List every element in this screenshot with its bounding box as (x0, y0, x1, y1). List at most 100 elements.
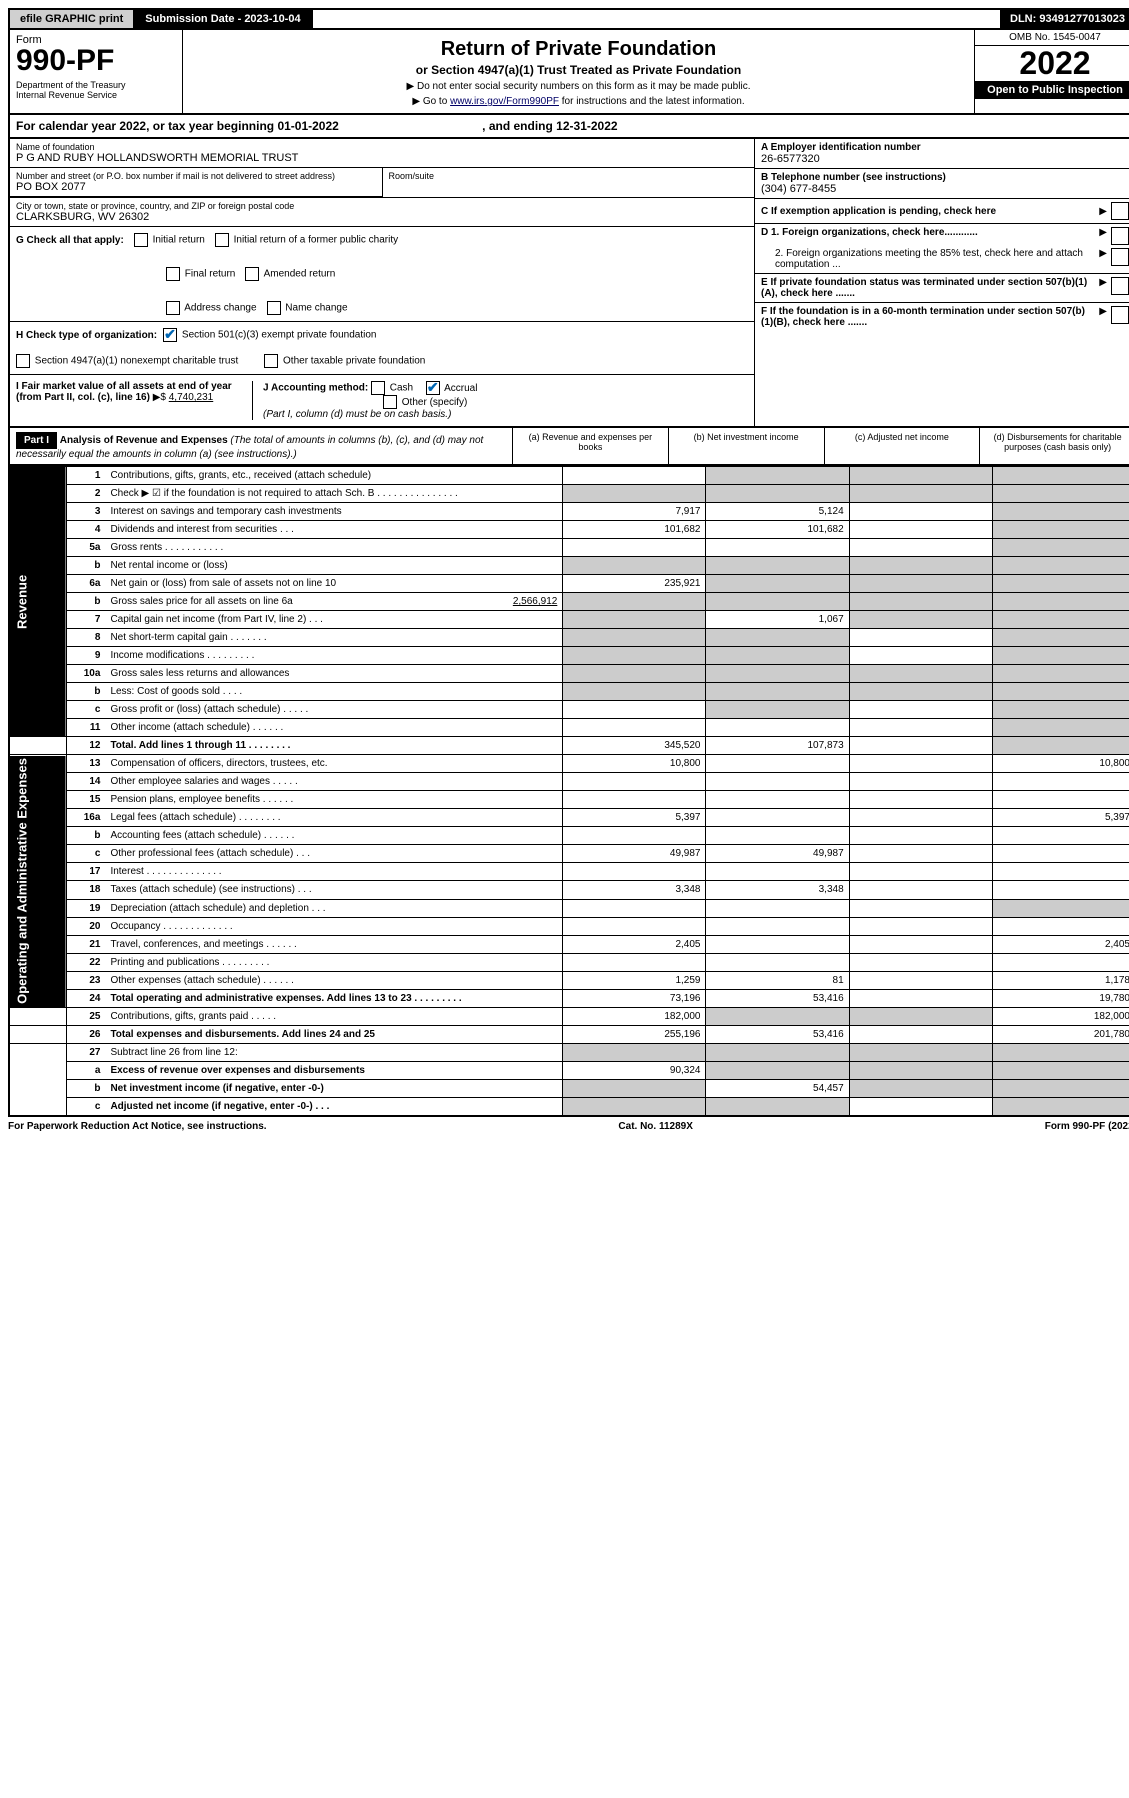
note-link: ▶ Go to www.irs.gov/Form990PF for instru… (189, 96, 968, 107)
l24-d: 19,780 (992, 989, 1129, 1007)
j-label: J Accounting method: (263, 383, 368, 394)
cb-other-method[interactable] (383, 395, 397, 409)
cb-name-change[interactable] (267, 301, 281, 315)
l23-b: 81 (706, 971, 849, 989)
line-5b: Net rental income or (loss) (105, 557, 562, 575)
omb-number: OMB No. 1545-0047 (975, 30, 1129, 46)
g-label: G Check all that apply: (16, 235, 124, 246)
l23-d: 1,178 (992, 971, 1129, 989)
l25-a: 182,000 (563, 1007, 706, 1025)
line-23: Other expenses (attach schedule) . . . .… (105, 971, 562, 989)
d1-label: D 1. Foreign organizations, check here..… (761, 227, 1095, 245)
line-15: Pension plans, employee benefits . . . .… (105, 791, 562, 809)
l13-a: 10,800 (563, 755, 706, 773)
l4-b: 101,682 (706, 521, 849, 539)
j-cash: Cash (390, 383, 413, 394)
cb-d2[interactable] (1111, 248, 1129, 266)
cal-end: , and ending 12-31-2022 (482, 119, 617, 133)
cb-addr-change[interactable] (166, 301, 180, 315)
line-1: Contributions, gifts, grants, etc., rece… (105, 467, 562, 485)
opt-amended: Amended return (264, 269, 336, 280)
line-5a: Gross rents . . . . . . . . . . . (105, 539, 562, 557)
cb-e[interactable] (1111, 277, 1129, 295)
cb-cash[interactable] (371, 381, 385, 395)
line-25: Contributions, gifts, grants paid . . . … (105, 1007, 562, 1025)
line-16a: Legal fees (attach schedule) . . . . . .… (105, 809, 562, 827)
cb-c[interactable] (1111, 202, 1129, 220)
cb-initial-former[interactable] (215, 233, 229, 247)
l6b-val: 2,566,912 (513, 596, 558, 607)
line-10b: Less: Cost of goods sold . . . . (105, 683, 562, 701)
footer-center: Cat. No. 11289X (618, 1121, 692, 1132)
dept-treasury: Department of the Treasury Internal Reve… (16, 80, 176, 100)
j-note: (Part I, column (d) must be on cash basi… (263, 409, 451, 420)
cb-4947[interactable] (16, 354, 30, 368)
cb-accrual[interactable] (426, 381, 440, 395)
line-16b: Accounting fees (attach schedule) . . . … (105, 827, 562, 845)
line-6b: Gross sales price for all assets on line… (105, 593, 562, 611)
line-10a: Gross sales less returns and allowances (105, 665, 562, 683)
l26-a: 255,196 (563, 1025, 706, 1043)
opt-former: Initial return of a former public charit… (234, 235, 399, 246)
l3-b: 5,124 (706, 503, 849, 521)
cal-begin: For calendar year 2022, or tax year begi… (16, 119, 339, 133)
irs-link[interactable]: www.irs.gov/Form990PF (450, 96, 559, 107)
line-19: Depreciation (attach schedule) and deple… (105, 899, 562, 917)
tax-year: 2022 (975, 46, 1129, 81)
cb-other-taxable[interactable] (264, 354, 278, 368)
section-h: H Check type of organization: Section 50… (10, 322, 754, 375)
line-3: Interest on savings and temporary cash i… (105, 503, 562, 521)
opt-addrchg: Address change (184, 303, 256, 314)
room-label: Room/suite (389, 171, 749, 181)
sidelabel-revenue: Revenue (9, 467, 66, 737)
cb-f[interactable] (1111, 306, 1129, 324)
line-16c: Other professional fees (attach schedule… (105, 845, 562, 863)
f-label: F If the foundation is in a 60-month ter… (761, 306, 1095, 328)
c-label: C If exemption application is pending, c… (761, 206, 1095, 217)
line-9: Income modifications . . . . . . . . . (105, 647, 562, 665)
line-27c: Adjusted net income (if negative, enter … (105, 1097, 562, 1116)
section-g: G Check all that apply: Initial return I… (10, 227, 754, 322)
cb-final-return[interactable] (166, 267, 180, 281)
line-21: Travel, conferences, and meetings . . . … (105, 935, 562, 953)
entity-info: Name of foundation P G AND RUBY HOLLANDS… (8, 139, 1129, 428)
footer-left: For Paperwork Reduction Act Notice, see … (8, 1121, 267, 1132)
l26-b: 53,416 (706, 1025, 849, 1043)
cb-501c3[interactable] (163, 328, 177, 342)
l23-a: 1,259 (563, 971, 706, 989)
j-other: Other (specify) (402, 397, 468, 408)
name-label: Name of foundation (16, 142, 748, 152)
part1-table: Revenue 1Contributions, gifts, grants, e… (8, 466, 1129, 1117)
foundation-addr: PO BOX 2077 (16, 181, 376, 193)
section-ij: I Fair market value of all assets at end… (10, 375, 754, 426)
col-b-hdr: (b) Net investment income (669, 428, 825, 464)
ein-label: A Employer identification number (761, 142, 1129, 153)
dln: DLN: 93491277013023 (1000, 10, 1129, 28)
l16a-d: 5,397 (992, 809, 1129, 827)
l16c-a: 49,987 (563, 845, 706, 863)
line-8: Net short-term capital gain . . . . . . … (105, 629, 562, 647)
col-a-hdr: (a) Revenue and expenses per books (513, 428, 669, 464)
line-18: Taxes (attach schedule) (see instruction… (105, 881, 562, 899)
line-26: Total expenses and disbursements. Add li… (105, 1025, 562, 1043)
l21-d: 2,405 (992, 935, 1129, 953)
l27a-a: 90,324 (563, 1061, 706, 1079)
calendar-year-row: For calendar year 2022, or tax year begi… (8, 115, 1129, 139)
h3-label: Other taxable private foundation (283, 356, 425, 367)
cb-initial-return[interactable] (134, 233, 148, 247)
l12-a: 345,520 (563, 737, 706, 755)
l6a-a: 235,921 (563, 575, 706, 593)
phone-label: B Telephone number (see instructions) (761, 172, 1129, 183)
cb-amended[interactable] (245, 267, 259, 281)
cb-d1[interactable] (1111, 227, 1129, 245)
l26-d: 201,780 (992, 1025, 1129, 1043)
line-7: Capital gain net income (from Part IV, l… (105, 611, 562, 629)
l16c-b: 49,987 (706, 845, 849, 863)
addr-label: Number and street (or P.O. box number if… (16, 171, 376, 181)
l12-b: 107,873 (706, 737, 849, 755)
efile-print-btn[interactable]: efile GRAPHIC print (10, 10, 135, 28)
line-10c: Gross profit or (loss) (attach schedule)… (105, 701, 562, 719)
line-20: Occupancy . . . . . . . . . . . . . (105, 917, 562, 935)
foundation-city: CLARKSBURG, WV 26302 (16, 211, 748, 223)
line-22: Printing and publications . . . . . . . … (105, 953, 562, 971)
